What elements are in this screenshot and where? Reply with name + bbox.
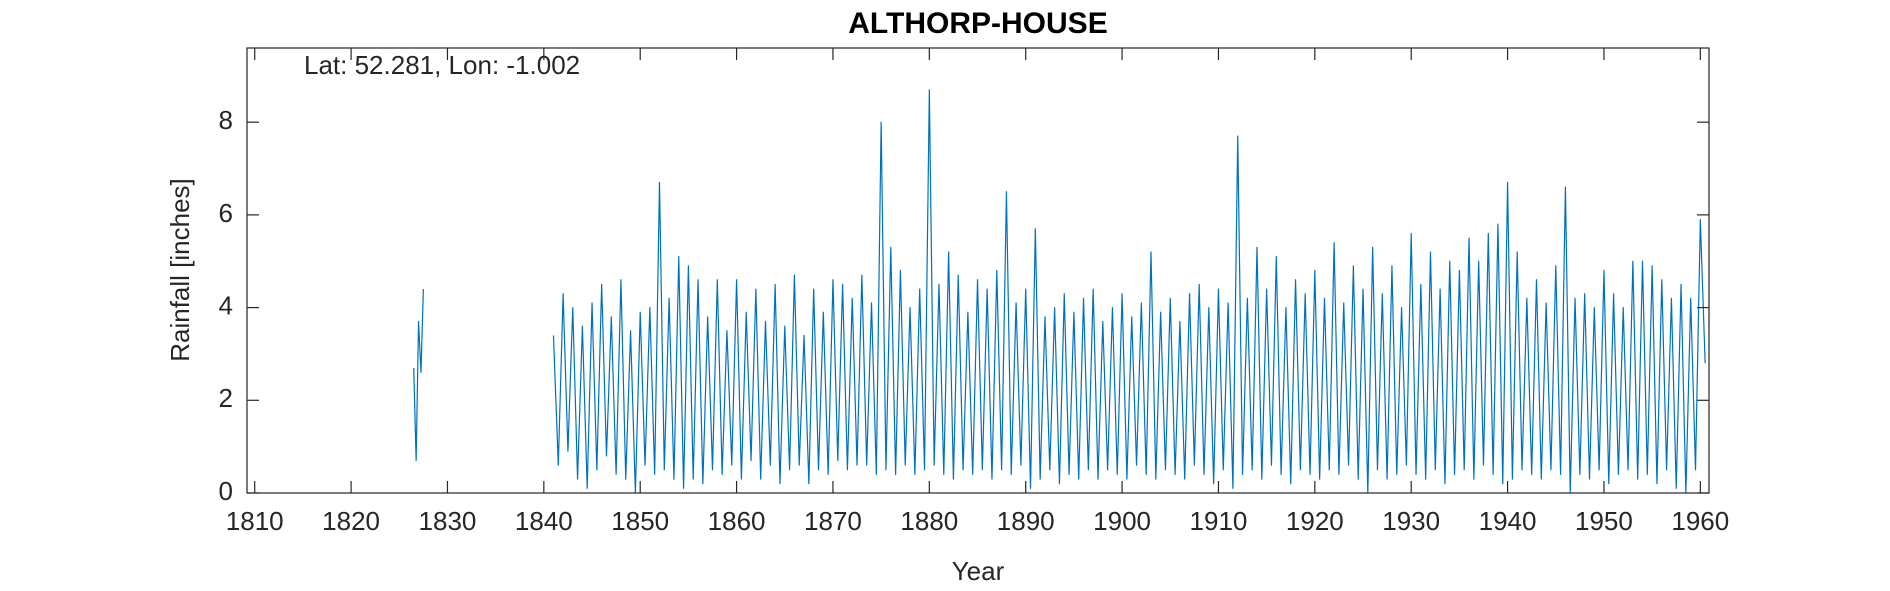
y-tick-label: 2 [219,383,233,413]
x-tick-label: 1890 [997,506,1055,536]
x-tick-label: 1940 [1479,506,1537,536]
x-tick-label: 1930 [1382,506,1440,536]
y-tick-label: 6 [219,198,233,228]
x-tick-label: 1840 [515,506,573,536]
data-line [413,89,1706,494]
x-tick-label: 1910 [1190,506,1248,536]
x-tick-label: 1880 [900,506,958,536]
x-tick-label: 1820 [322,506,380,536]
x-tick-label: 1900 [1093,506,1151,536]
y-axis-label: Rainfall [inches] [165,178,195,362]
x-tick-label: 1960 [1671,506,1729,536]
x-tick-label: 1950 [1575,506,1633,536]
x-tick-label: 1850 [611,506,669,536]
x-tick-label: 1870 [804,506,862,536]
y-tick-label: 4 [219,290,233,320]
x-tick-label: 1830 [419,506,477,536]
axes-box [246,47,1710,494]
chart-title: ALTHORP-HOUSE [848,7,1107,40]
x-tick-label: 1920 [1286,506,1344,536]
annotation: Lat: 52.281, Lon: -1.002 [304,50,580,80]
y-tick-label: 8 [219,105,233,135]
y-tick-label: 0 [219,476,233,506]
x-tick-label: 1860 [708,506,766,536]
x-tick-label: 1810 [226,506,284,536]
x-axis-label: Year [952,556,1005,586]
